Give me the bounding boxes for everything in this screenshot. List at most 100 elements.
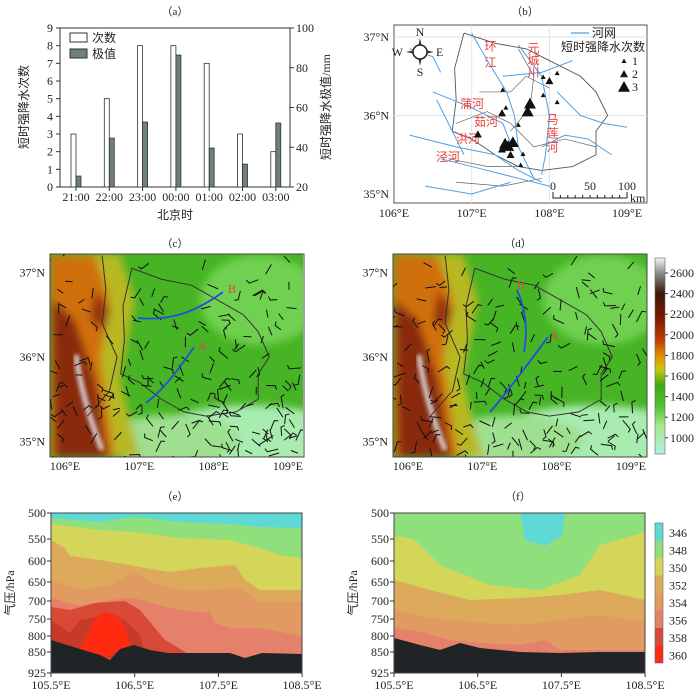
wind-barb bbox=[557, 342, 571, 349]
wind-barb bbox=[288, 419, 295, 429]
cross-section-line bbox=[516, 289, 527, 353]
river-line bbox=[517, 44, 550, 175]
wind-barb bbox=[513, 403, 516, 416]
wind-barb bbox=[256, 367, 261, 378]
wind-barb bbox=[163, 366, 174, 374]
wind-barb bbox=[208, 410, 220, 419]
wind-barb bbox=[636, 433, 639, 444]
wind-barb bbox=[480, 378, 485, 388]
wind-barb bbox=[459, 348, 469, 351]
wind-barb bbox=[267, 296, 278, 301]
station-triangle bbox=[503, 105, 509, 110]
wind-barb bbox=[613, 402, 618, 413]
bar-extreme bbox=[275, 122, 282, 188]
wind-barb bbox=[523, 381, 527, 390]
region-boundary bbox=[463, 267, 613, 417]
wind-barb bbox=[539, 397, 542, 405]
scale-bar bbox=[552, 192, 628, 199]
county-boundary bbox=[448, 158, 519, 167]
y-axis-label: 气压/hPa bbox=[345, 570, 360, 616]
wind-barb bbox=[492, 310, 497, 322]
river-line bbox=[436, 99, 465, 155]
wind-barb bbox=[393, 396, 394, 398]
wind-barb bbox=[262, 435, 274, 441]
compass-w: W bbox=[392, 45, 404, 59]
wind-barb bbox=[636, 353, 641, 366]
bar-extreme bbox=[208, 147, 215, 188]
colorbar-swatch bbox=[655, 540, 663, 558]
wind-barb bbox=[208, 420, 222, 426]
legend-river-label: 河网 bbox=[592, 26, 616, 40]
lat-label: 35°N bbox=[363, 435, 389, 449]
wind-barb bbox=[50, 416, 57, 423]
wind-barb bbox=[431, 320, 437, 331]
wind-barb bbox=[422, 365, 430, 373]
wind-barb bbox=[173, 319, 178, 330]
wind-barb bbox=[589, 289, 598, 299]
wind-barb bbox=[292, 382, 297, 391]
wind-barb bbox=[82, 405, 93, 411]
wind-barb bbox=[393, 282, 398, 288]
station-triangle bbox=[540, 92, 546, 98]
wind-barb bbox=[283, 255, 291, 263]
wind-barb bbox=[495, 304, 505, 308]
station-triangle bbox=[506, 150, 515, 158]
y-tick-label: 2 bbox=[47, 145, 53, 159]
wind-barb bbox=[519, 408, 530, 414]
station-triangle bbox=[473, 130, 482, 138]
wind-barb bbox=[473, 400, 488, 406]
wind-barb bbox=[583, 419, 595, 422]
plot-frame bbox=[393, 512, 646, 674]
wind-barb bbox=[87, 356, 91, 365]
colorbar-label: 2600 bbox=[670, 266, 694, 280]
y-axis-label: 短时强降水次数 bbox=[16, 65, 31, 149]
section-endpoint-label: B bbox=[228, 282, 236, 296]
wind-barb bbox=[444, 422, 453, 431]
lon-label: 109°E bbox=[612, 206, 642, 220]
wind-barb bbox=[147, 377, 154, 384]
lon-label: 107.5°E bbox=[542, 678, 581, 692]
wind-barb bbox=[260, 335, 264, 344]
colorbar-swatch bbox=[655, 593, 663, 611]
wind-barb bbox=[456, 378, 461, 392]
y2-tick-label: 20 bbox=[296, 180, 308, 194]
wind-barb bbox=[546, 333, 552, 344]
wind-barb bbox=[174, 375, 184, 382]
pressure-label: 600 bbox=[371, 554, 389, 568]
wind-barb bbox=[562, 442, 570, 452]
wind-barb bbox=[393, 441, 402, 453]
wind-barb bbox=[79, 357, 88, 362]
wind-barb bbox=[174, 376, 182, 383]
wind-barb bbox=[449, 403, 457, 409]
wind-barb bbox=[620, 390, 624, 402]
wind-barb bbox=[438, 323, 446, 335]
wind-barb bbox=[185, 423, 191, 438]
lon-label: 106.5°E bbox=[115, 678, 154, 692]
wind-barb bbox=[566, 427, 571, 435]
wind-barb bbox=[265, 432, 268, 443]
lat-label: 36°N bbox=[364, 109, 390, 123]
wind-barb bbox=[288, 435, 298, 439]
wind-barb bbox=[211, 445, 224, 448]
map-frame bbox=[393, 24, 648, 204]
wind-barb bbox=[397, 395, 402, 406]
wind-barb bbox=[479, 420, 491, 427]
scale-label: 0 bbox=[550, 179, 556, 193]
wind-barb bbox=[55, 382, 64, 393]
wind-barb bbox=[56, 420, 65, 429]
x-tick-label: 22:00 bbox=[96, 190, 123, 204]
colorbar-label: 1600 bbox=[670, 369, 694, 383]
map-frame bbox=[392, 253, 648, 458]
wind-barb bbox=[209, 356, 216, 363]
wind-barb bbox=[290, 450, 299, 454]
colorbar-gradient bbox=[654, 257, 666, 455]
wind-barb bbox=[435, 280, 446, 286]
wind-barb bbox=[222, 327, 228, 339]
wind-barb bbox=[99, 405, 111, 410]
bar-extreme bbox=[142, 121, 149, 188]
wind-barb bbox=[219, 384, 231, 390]
wind-barb bbox=[229, 411, 241, 417]
wind-barb bbox=[533, 281, 540, 290]
wind-barb bbox=[621, 303, 626, 311]
